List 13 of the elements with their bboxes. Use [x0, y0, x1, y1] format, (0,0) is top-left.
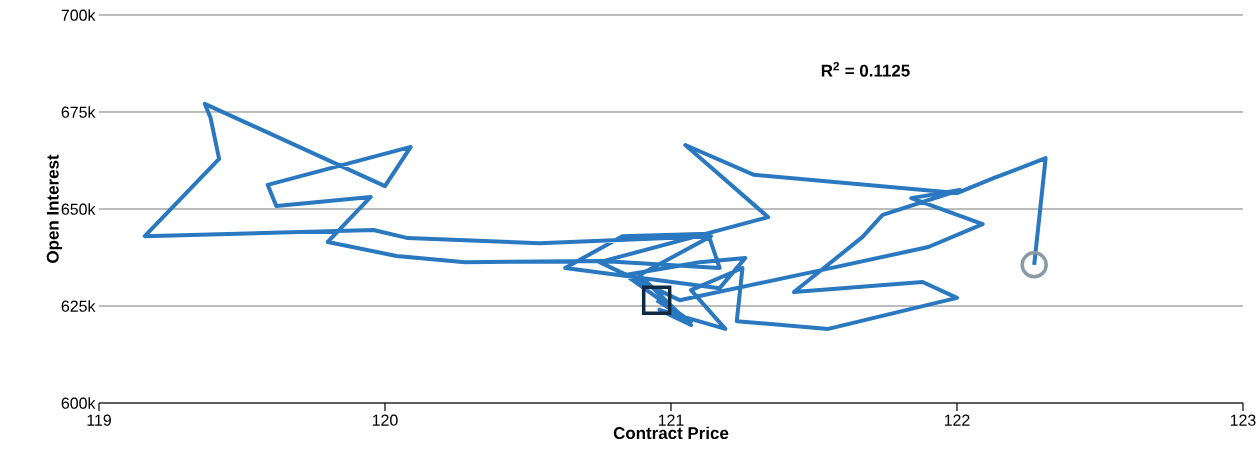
x-tick-label: 123: [1230, 414, 1256, 426]
y-tick-label: 700k: [61, 9, 96, 21]
y-tick-label: 675k: [61, 106, 96, 118]
x-tick-label: 122: [944, 414, 970, 426]
y-tick-label: 650k: [61, 203, 96, 215]
line-series: [142, 101, 1048, 331]
x-tick-label: 121: [658, 414, 684, 426]
y-tick-label: 625k: [61, 300, 96, 312]
y-tick-label: 600k: [61, 397, 96, 409]
x-tick-label: 120: [372, 414, 398, 426]
x-axis-title: Contract Price: [613, 426, 729, 440]
annotation: R$^{2}$ = 0.1125: [821, 61, 910, 77]
x-tick-label: 119: [87, 414, 111, 426]
